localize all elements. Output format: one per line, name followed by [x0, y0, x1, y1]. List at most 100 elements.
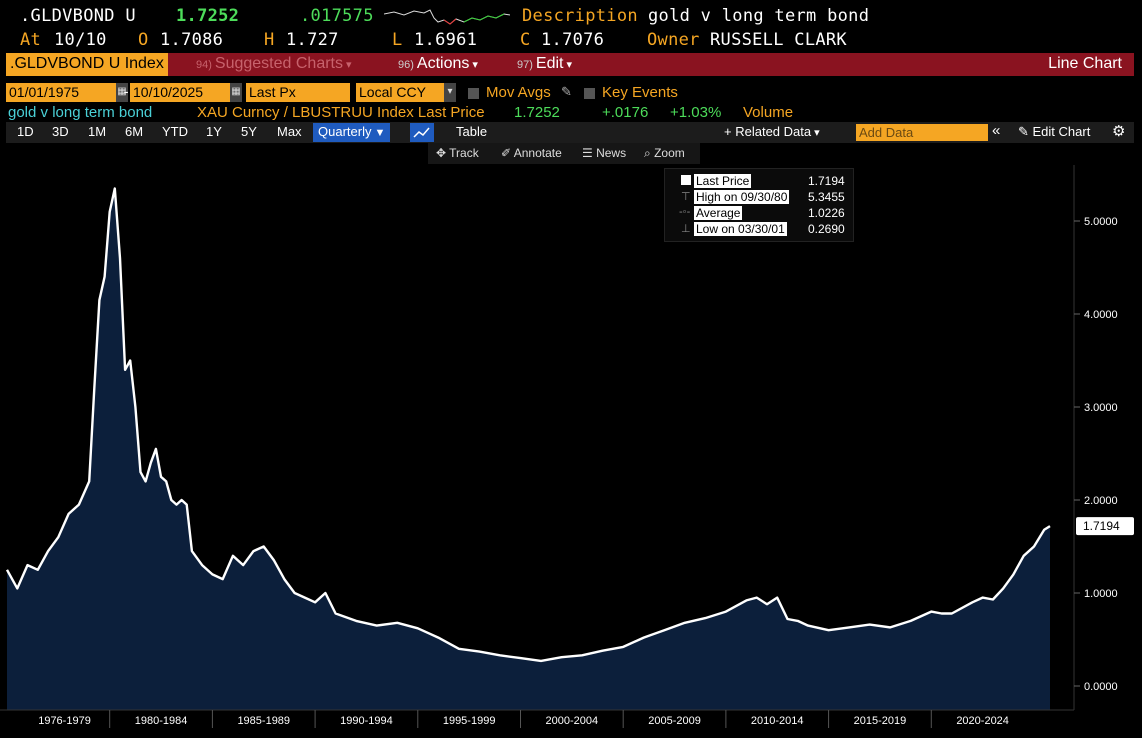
frequency-label: Quarterly: [318, 124, 372, 139]
zoom-label: Zoom: [654, 146, 685, 160]
y-tick-label: 0.0000: [1084, 681, 1118, 693]
at-date: 10/10: [54, 30, 107, 50]
high-value: 1.727: [286, 30, 339, 50]
suggested-charts-menu[interactable]: 94) Suggested Charts ▾: [196, 53, 352, 76]
high-label: H: [264, 30, 275, 50]
open-value: 1.7086: [160, 30, 224, 50]
last-price-swatch: [681, 175, 691, 185]
series-line: [5, 187, 1051, 663]
currency-select[interactable]: Local CCY: [356, 83, 444, 102]
key-events-label: Key Events: [602, 84, 678, 101]
volume-label: Volume: [743, 104, 794, 121]
range-max-button[interactable]: Max: [277, 124, 302, 139]
chevron-down-icon: ▾: [811, 127, 820, 139]
pencil-icon[interactable]: ✎: [561, 84, 572, 99]
chevron-down-icon[interactable]: ▾: [444, 83, 456, 102]
series-last: 1.7252: [514, 104, 560, 121]
chevron-down-icon: ▾: [563, 59, 573, 71]
edit-number: 97): [517, 59, 533, 71]
toolbar: [6, 122, 1134, 143]
news-button[interactable]: ☰ News: [582, 146, 626, 160]
plus-icon: +: [724, 124, 736, 139]
actions-label: Actions: [416, 55, 470, 72]
annotate-button[interactable]: ✐ Annotate: [501, 146, 562, 160]
x-tick-label: 2010-2014: [751, 715, 804, 727]
gear-icon[interactable]: ⚙: [1112, 123, 1126, 140]
range-ytd-button[interactable]: YTD: [162, 124, 188, 139]
legend-low-value: 0.2690: [808, 222, 845, 236]
range-1d-button[interactable]: 1D: [17, 124, 34, 139]
pencil-icon: ✎: [1018, 124, 1033, 139]
related-data-label: Related Data: [735, 124, 812, 139]
related-data-button[interactable]: + Related Data ▾: [724, 124, 820, 139]
series-name: gold v long term bond: [8, 104, 153, 121]
line-chart-icon[interactable]: [410, 123, 434, 142]
range-1m-button[interactable]: 1M: [88, 124, 107, 139]
table-button[interactable]: Table: [456, 124, 488, 139]
legend-avg-value: 1.0226: [808, 206, 845, 220]
actions-menu[interactable]: 96) Actions ▾: [398, 53, 478, 76]
x-tick-label: 1976-1979: [38, 715, 91, 727]
chart-type-title: Line Chart: [1048, 55, 1122, 72]
mov-avgs-checkbox[interactable]: [468, 86, 479, 104]
range-6m-button[interactable]: 6M: [125, 124, 144, 139]
x-tick-label: 1980-1984: [135, 715, 188, 727]
chevron-down-icon: ▾: [342, 59, 352, 71]
x-tick-label: 2000-2004: [546, 715, 599, 727]
line-chart[interactable]: 0.0000 1.0000 2.0000 3.0000 4.0000 5.0000 197…: [0, 165, 1142, 738]
range-3d-button[interactable]: 3D: [52, 124, 69, 139]
edit-label: Edit: [535, 55, 564, 72]
magnifier-icon: ⌕: [644, 146, 655, 160]
calendar-icon[interactable]: ▦: [230, 83, 242, 102]
last-value-marker: 1.7194: [1076, 517, 1134, 536]
series-change: +.0176: [602, 104, 649, 121]
news-icon: ☰: [582, 146, 597, 160]
series-pct-change: +1.03%: [670, 104, 722, 121]
edit-menu[interactable]: 97) Edit ▾: [517, 53, 572, 76]
low-marker-icon: ⊥: [681, 223, 691, 235]
collapse-icon[interactable]: «: [992, 122, 1001, 139]
low-value: 1.6961: [414, 30, 478, 50]
start-date-input[interactable]: 01/01/1975: [6, 83, 116, 102]
edit-chart-button[interactable]: ✎ Edit Chart: [1018, 124, 1090, 140]
frequency-select[interactable]: Quarterly ▼: [313, 123, 391, 142]
close-value: 1.7076: [541, 30, 605, 50]
y-tick-label: 4.0000: [1084, 309, 1118, 321]
pencil-icon: ✐: [501, 146, 514, 160]
x-tick-label: 1995-1999: [443, 715, 496, 727]
series-formula: XAU Curncy / LBUSTRUU Index Last Price: [197, 104, 485, 121]
zoom-button[interactable]: ⌕ Zoom: [644, 146, 685, 161]
chart-legend[interactable]: Last Price 1.7194 ⊤ High on 09/30/80 5.3…: [664, 168, 854, 242]
security-field[interactable]: .GLDVBOND U Index: [6, 53, 168, 76]
average-marker-icon: -◦-: [679, 206, 691, 218]
legend-avg-label: Average: [694, 206, 742, 220]
x-tick-label: 1990-1994: [340, 715, 393, 727]
end-date-input[interactable]: 10/10/2025: [130, 83, 230, 102]
description-label: Description: [522, 6, 638, 26]
range-1y-button[interactable]: 1Y: [206, 124, 222, 139]
x-tick-label: 1985-1989: [237, 715, 290, 727]
close-label: C: [520, 30, 531, 50]
suggested-charts-label: Suggested Charts: [214, 55, 343, 72]
crosshair-icon: ✥: [436, 146, 450, 160]
key-events-checkbox[interactable]: [584, 86, 595, 104]
x-tick-label: 2020-2024: [956, 715, 1009, 727]
owner-value: RUSSELL CLARK: [710, 30, 847, 50]
open-label: O: [138, 30, 149, 50]
y-tick-label: 2.0000: [1084, 495, 1118, 507]
y-tick-label: 3.0000: [1084, 402, 1118, 414]
x-tick-label: 2015-2019: [854, 715, 907, 727]
range-5y-button[interactable]: 5Y: [241, 124, 257, 139]
actions-number: 96): [398, 59, 414, 71]
edit-chart-label: Edit Chart: [1032, 124, 1091, 139]
calendar-icon[interactable]: ▦: [116, 83, 128, 102]
field-select[interactable]: Last Px: [246, 83, 350, 102]
description-value: gold v long term bond: [648, 6, 870, 26]
add-data-input[interactable]: Add Data: [856, 124, 988, 141]
y-tick-label: 1.0000: [1084, 588, 1118, 600]
track-button[interactable]: ✥ Track: [436, 146, 479, 160]
chevron-down-icon: ▾: [469, 59, 478, 71]
legend-low-label: Low on 03/30/01: [694, 222, 787, 236]
x-tick-label: 2005-2009: [648, 715, 701, 727]
sparkline-icon: [384, 9, 510, 25]
